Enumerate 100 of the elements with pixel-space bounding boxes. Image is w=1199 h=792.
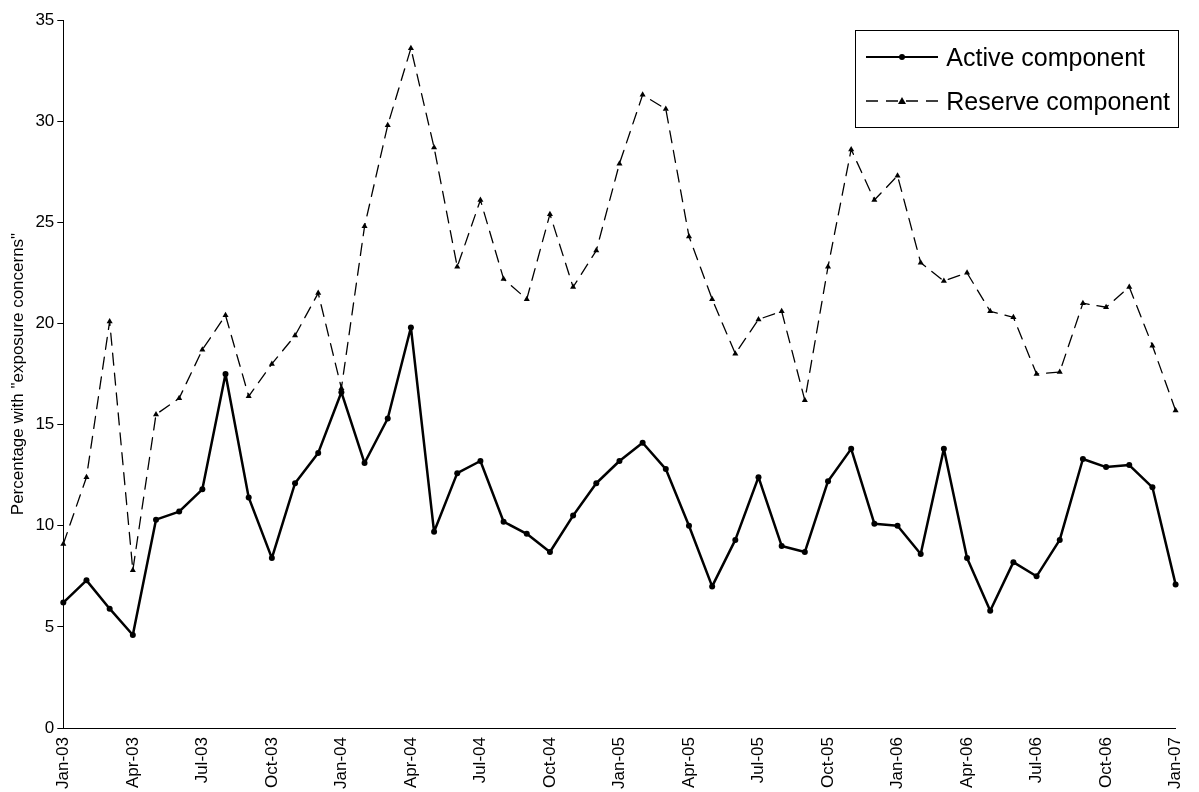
y-tick-label: 20 [35,313,55,333]
point [964,269,971,275]
point [940,445,947,452]
point [129,566,136,572]
point [338,389,345,396]
point [315,449,322,456]
point [245,494,252,501]
point [546,549,553,556]
x-tick-label: Oct-06 [1095,737,1115,789]
point [199,486,206,493]
point [894,522,901,529]
point [848,445,855,452]
x-tick-label: Oct-03 [261,737,281,789]
point [384,415,391,422]
point [83,577,90,584]
point [1056,536,1063,543]
point [824,263,832,269]
point [454,263,461,269]
point [732,350,739,356]
point [1126,462,1133,469]
x-tick-label: Jan-03 [53,737,72,789]
point [222,311,229,318]
point [1010,313,1017,320]
x-tick-label: Jul-03 [192,737,212,784]
point [60,540,67,546]
point [778,307,785,314]
point [106,317,113,324]
y-tick-label: 35 [35,9,55,29]
point [106,605,113,612]
point [662,105,669,111]
point [268,360,275,366]
point [523,295,530,301]
point [129,631,136,638]
point [1010,559,1017,566]
point [639,439,646,446]
point [384,121,391,127]
x-tick-label: Oct-05 [817,737,837,789]
point [894,172,901,178]
y-tick-label: 0 [44,717,55,737]
x-tick-label: Apr-03 [122,737,142,789]
point [593,247,600,253]
y-tick-label: 5 [44,616,55,636]
point [176,394,183,401]
point [570,512,577,519]
point [917,259,924,265]
x-tick-label: Jan-07 [1165,737,1185,789]
point [639,91,646,97]
point [361,222,368,229]
point [987,307,994,314]
y-tick-label: 15 [35,414,55,434]
point [825,478,832,485]
point [1126,283,1133,289]
x-tick-label: Apr-05 [678,737,698,789]
point [1103,464,1110,471]
point [500,275,507,281]
point [570,283,577,289]
point [755,315,762,322]
point [709,295,716,301]
point [801,549,808,556]
point [1103,303,1110,309]
point [871,520,878,527]
point [477,196,484,202]
point [1079,299,1086,305]
y-tick-label: 10 [35,515,55,535]
point [662,466,669,473]
point [1079,455,1086,462]
point [523,530,530,537]
point [431,143,438,150]
x-tick-label: Jul-04 [470,737,490,784]
point [407,324,414,331]
point [616,458,623,464]
point [1149,484,1156,491]
point [292,480,299,487]
legend-label: Reserve component [946,86,1170,116]
point [871,196,878,202]
point [546,210,553,216]
point [709,583,716,590]
y-tick-label: 25 [35,211,55,231]
point [778,542,785,549]
point [732,536,739,543]
point [268,555,275,562]
point [917,551,924,558]
point [500,518,507,525]
y-tick-label: 30 [35,110,55,130]
x-tick-label: Apr-06 [956,737,976,789]
point [431,528,438,535]
point [222,371,229,378]
point [685,522,692,529]
point [940,277,947,283]
x-tick-label: Apr-04 [400,737,420,789]
point [83,473,90,479]
y-axis-title: Percentage with "exposure concerns" [7,232,27,516]
x-tick-label: Jan-05 [609,737,629,789]
point [153,516,159,523]
point [1056,368,1063,374]
point [755,474,762,481]
point [593,480,600,487]
point [361,460,368,467]
x-tick-label: Jan-04 [331,737,351,789]
point [60,599,67,606]
